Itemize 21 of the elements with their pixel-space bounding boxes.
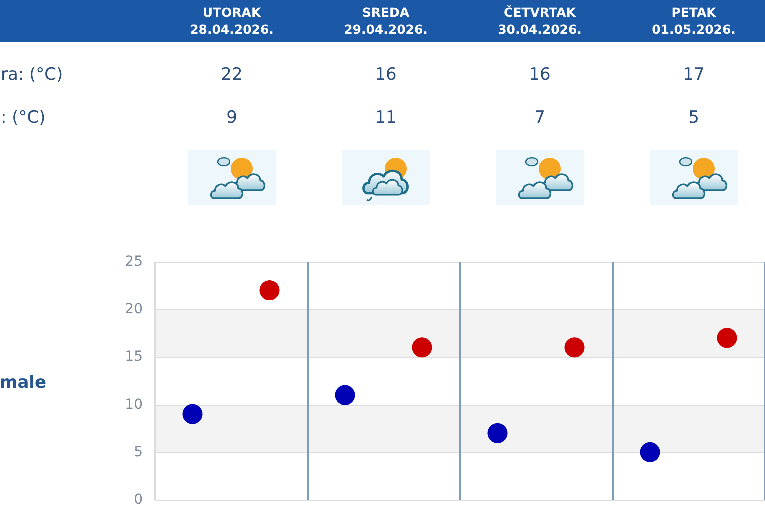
y-tick-label: 15: [125, 349, 143, 366]
data-label: 5: [688, 108, 700, 128]
data-label: 22: [220, 65, 244, 85]
text: PETAK 01.05.2026.: [651, 4, 737, 38]
text: ČETVRTAK 30.04.2026.: [497, 4, 583, 38]
text: SREDA 29.04.2026.: [343, 4, 429, 38]
y-tick-label: 5: [134, 444, 143, 460]
text: : (°C): [1, 108, 46, 128]
text: UTORAK 28.04.2026.: [189, 4, 275, 38]
y-tick-label: 20: [125, 302, 143, 318]
data-label: 9: [226, 108, 238, 128]
data-label: 16: [528, 65, 552, 85]
data-label: 7: [534, 108, 546, 128]
data-label: 11: [374, 108, 398, 128]
y-tick-label: 0: [134, 492, 143, 508]
text: ra: (°C): [1, 65, 64, 85]
data-label: 16: [374, 65, 398, 85]
data-label: 17: [682, 65, 706, 85]
text: male: [0, 373, 47, 393]
y-tick-label: 25: [125, 254, 143, 270]
y-tick-label: 10: [125, 396, 143, 413]
